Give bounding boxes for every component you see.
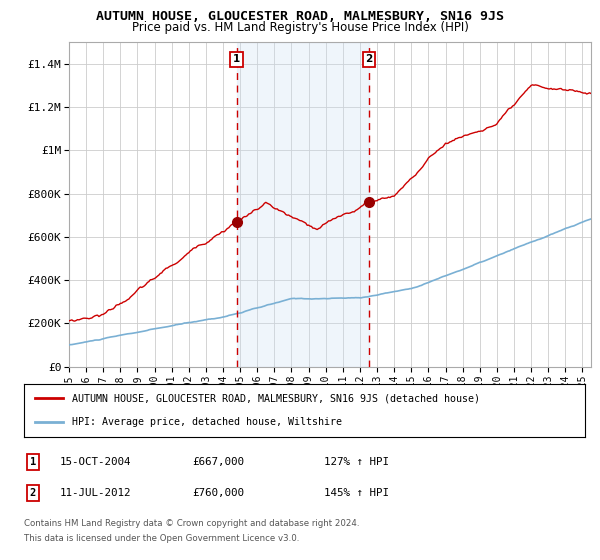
Text: 2: 2: [30, 488, 36, 498]
Text: 1: 1: [233, 54, 240, 64]
Text: 2: 2: [365, 54, 373, 64]
Text: 1: 1: [30, 457, 36, 467]
Text: 127% ↑ HPI: 127% ↑ HPI: [324, 457, 389, 467]
Text: AUTUMN HOUSE, GLOUCESTER ROAD, MALMESBURY, SN16 9JS: AUTUMN HOUSE, GLOUCESTER ROAD, MALMESBUR…: [96, 10, 504, 22]
Text: £760,000: £760,000: [192, 488, 244, 498]
Text: 145% ↑ HPI: 145% ↑ HPI: [324, 488, 389, 498]
Text: This data is licensed under the Open Government Licence v3.0.: This data is licensed under the Open Gov…: [24, 534, 299, 543]
Text: 11-JUL-2012: 11-JUL-2012: [60, 488, 131, 498]
Text: 15-OCT-2004: 15-OCT-2004: [60, 457, 131, 467]
Text: AUTUMN HOUSE, GLOUCESTER ROAD, MALMESBURY, SN16 9JS (detached house): AUTUMN HOUSE, GLOUCESTER ROAD, MALMESBUR…: [71, 394, 479, 404]
Text: Contains HM Land Registry data © Crown copyright and database right 2024.: Contains HM Land Registry data © Crown c…: [24, 519, 359, 528]
Text: £667,000: £667,000: [192, 457, 244, 467]
Text: Price paid vs. HM Land Registry's House Price Index (HPI): Price paid vs. HM Land Registry's House …: [131, 21, 469, 34]
Bar: [236, 42, 369, 367]
Text: HPI: Average price, detached house, Wiltshire: HPI: Average price, detached house, Wilt…: [71, 417, 341, 427]
